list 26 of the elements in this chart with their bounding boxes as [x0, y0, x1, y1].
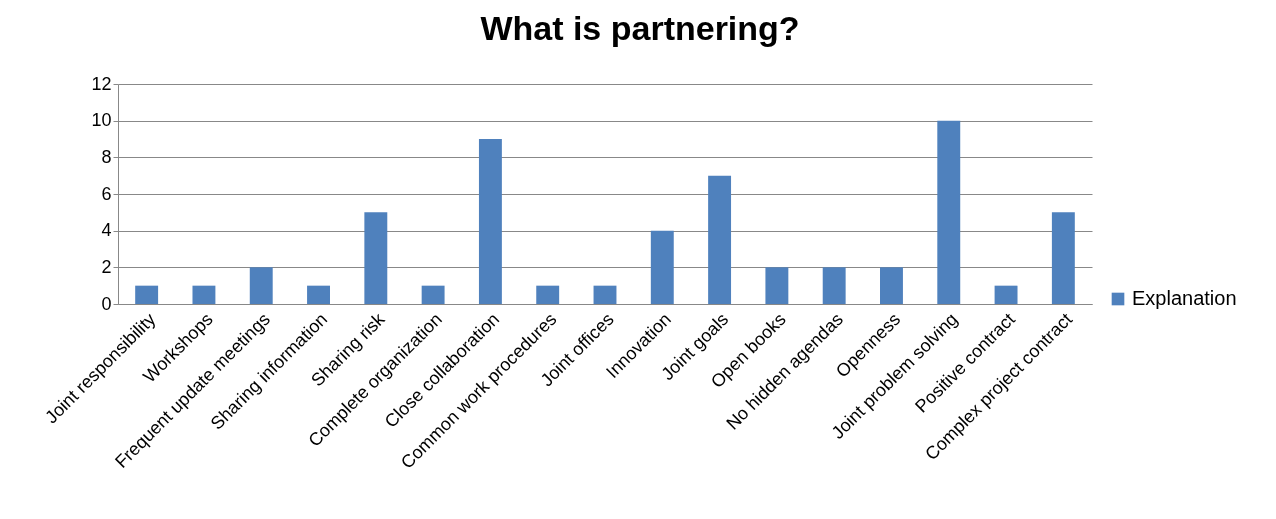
bar	[822, 267, 846, 304]
bar	[307, 285, 330, 304]
bar	[880, 267, 903, 304]
chart-title: What is partnering?	[480, 9, 800, 47]
legend-label: Explanation	[1132, 287, 1237, 309]
bar	[937, 120, 961, 304]
y-tick-label: 4	[101, 220, 112, 241]
bar	[994, 285, 1018, 304]
bar	[650, 230, 674, 304]
bar	[249, 267, 273, 304]
y-tick-label: 10	[91, 110, 112, 131]
bar	[593, 285, 617, 304]
bar	[536, 285, 560, 304]
bar	[1051, 212, 1075, 304]
y-tick-label: 12	[91, 73, 112, 94]
bar	[192, 285, 216, 304]
y-tick-label: 8	[101, 146, 112, 167]
y-tick-label: 6	[101, 183, 112, 204]
bar	[708, 175, 732, 304]
bar	[421, 285, 445, 304]
bar	[135, 285, 159, 304]
bar	[765, 267, 789, 304]
y-tick-label: 2	[101, 256, 112, 277]
bar	[364, 212, 388, 304]
y-tick-label: 0	[101, 293, 112, 314]
bar	[478, 139, 502, 304]
